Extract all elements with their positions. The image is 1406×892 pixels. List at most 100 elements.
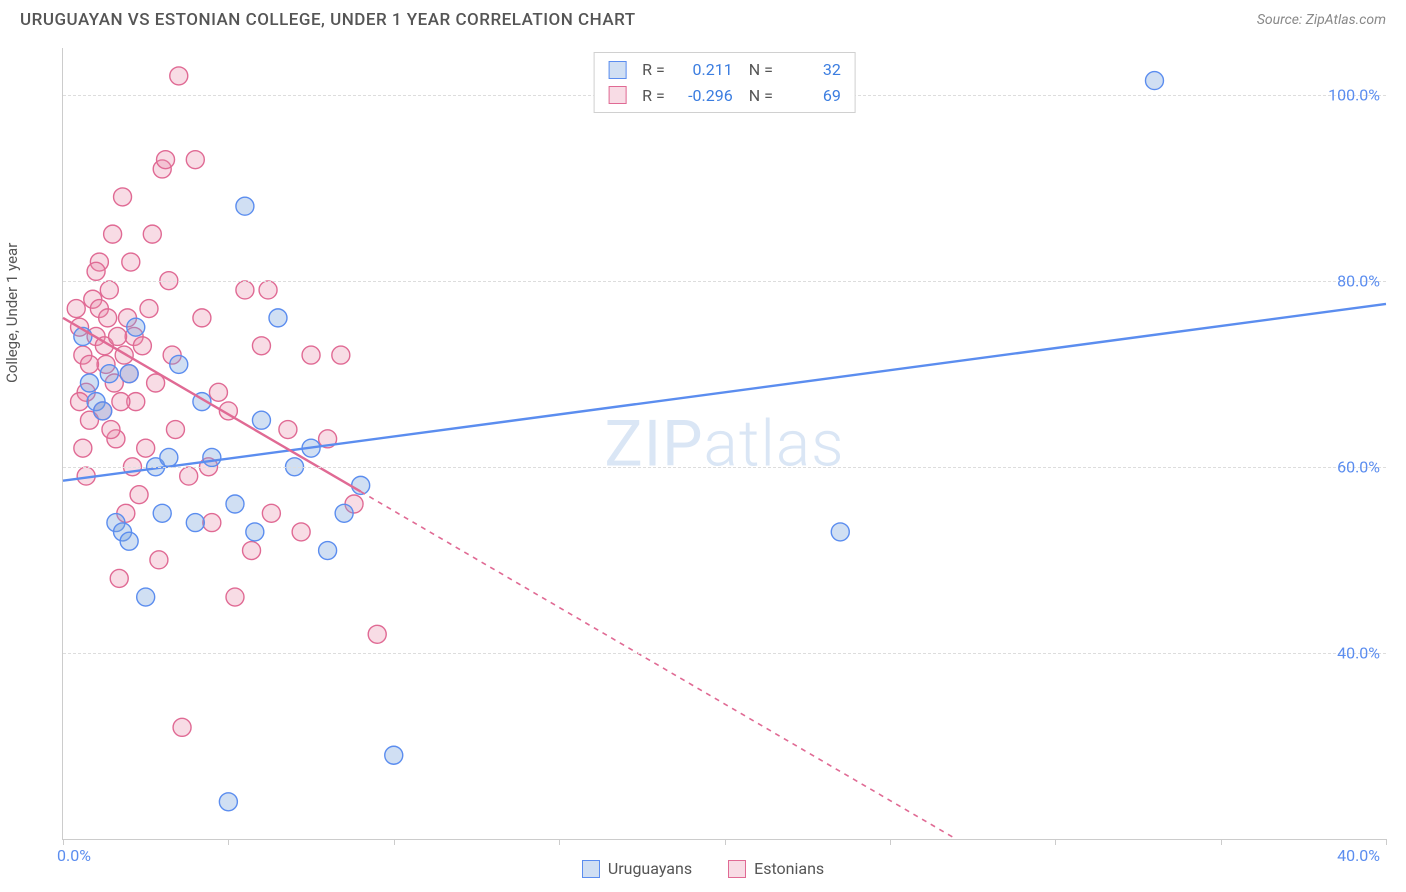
scatter-point [122,253,140,271]
legend-item-estonians: Estonians [728,859,824,878]
scatter-point [157,151,175,169]
chart-header: URUGUAYAN VS ESTONIAN COLLEGE, UNDER 1 Y… [0,0,1406,36]
scatter-svg [63,48,1386,839]
series-legend: Uruguayans Estonians [0,859,1406,878]
r-value-estonians: -0.296 [675,83,733,109]
scatter-point [236,197,254,215]
scatter-point [99,309,117,327]
scatter-point [243,542,261,560]
scatter-point [80,355,98,373]
n-value-estonians: 69 [783,83,841,109]
trend-line-extrapolated [361,492,956,839]
scatter-point [130,486,148,504]
scatter-point [186,151,204,169]
scatter-point [114,188,132,206]
legend-item-uruguayans: Uruguayans [582,859,692,878]
scatter-point [137,439,155,457]
scatter-point [137,588,155,606]
scatter-point [259,281,277,299]
scatter-point [279,421,297,439]
source-prefix: Source: [1257,12,1306,28]
y-tick-label: 60.0% [1337,457,1380,476]
legend-label-estonians: Estonians [754,859,824,878]
scatter-point [120,532,138,550]
source-attribution: Source: ZipAtlas.com [1257,12,1386,28]
gridline [63,653,1386,654]
r-value-uruguayans: 0.211 [675,57,733,83]
scatter-point [104,225,122,243]
r-label: R = [642,57,665,83]
stats-legend: R = 0.211 N = 32 R = -0.296 N = 69 [593,52,856,113]
scatter-point [80,374,98,392]
scatter-point [302,346,320,364]
scatter-point [252,411,270,429]
chart-area: College, Under 1 year ZIPatlas R = 0.211… [20,48,1386,840]
plot-region: ZIPatlas R = 0.211 N = 32 R = -0.296 N =… [62,48,1386,840]
scatter-point [332,346,350,364]
x-tick [63,839,64,845]
x-tick [890,839,891,845]
scatter-point [209,383,227,401]
n-label: N = [749,83,773,109]
y-tick-label: 100.0% [1328,85,1380,104]
x-tick [559,839,560,845]
n-value-uruguayans: 32 [783,57,841,83]
stats-row-uruguayans: R = 0.211 N = 32 [608,57,841,83]
swatch-pink-icon [608,86,626,104]
scatter-point [153,504,171,522]
scatter-point [269,309,287,327]
scatter-point [246,523,264,541]
scatter-point [831,523,849,541]
x-tick [1386,839,1387,845]
scatter-point [186,514,204,532]
scatter-point [203,514,221,532]
swatch-blue-icon [608,61,626,79]
scatter-point [160,448,178,466]
scatter-point [100,281,118,299]
scatter-point [133,337,151,355]
scatter-point [219,793,237,811]
gridline [63,281,1386,282]
scatter-point [236,281,254,299]
scatter-point [87,262,105,280]
x-tick [228,839,229,845]
scatter-point [150,551,168,569]
scatter-point [226,495,244,513]
scatter-point [319,542,337,560]
scatter-point [193,309,211,327]
legend-label-uruguayans: Uruguayans [608,859,692,878]
x-tick [394,839,395,845]
n-label: N = [749,57,773,83]
scatter-point [94,402,112,420]
scatter-point [67,300,85,318]
scatter-point [109,327,127,345]
scatter-point [74,439,92,457]
scatter-point [180,467,198,485]
x-tick [1221,839,1222,845]
stats-row-estonians: R = -0.296 N = 69 [608,83,841,109]
scatter-point [252,337,270,355]
scatter-point [112,393,130,411]
scatter-point [140,300,158,318]
gridline [63,467,1386,468]
scatter-point [166,421,184,439]
scatter-point [385,746,403,764]
swatch-pink-icon [728,860,746,878]
scatter-point [120,365,138,383]
y-tick-label: 80.0% [1337,271,1380,290]
scatter-point [226,588,244,606]
scatter-point [1145,72,1163,90]
scatter-point [110,569,128,587]
scatter-point [143,225,161,243]
scatter-point [100,365,118,383]
scatter-point [71,393,89,411]
scatter-point [368,625,386,643]
y-tick-label: 40.0% [1337,643,1380,662]
scatter-point [173,718,191,736]
scatter-point [170,67,188,85]
swatch-blue-icon [582,860,600,878]
scatter-point [203,448,221,466]
scatter-point [292,523,310,541]
trend-line [63,304,1386,481]
scatter-point [170,355,188,373]
